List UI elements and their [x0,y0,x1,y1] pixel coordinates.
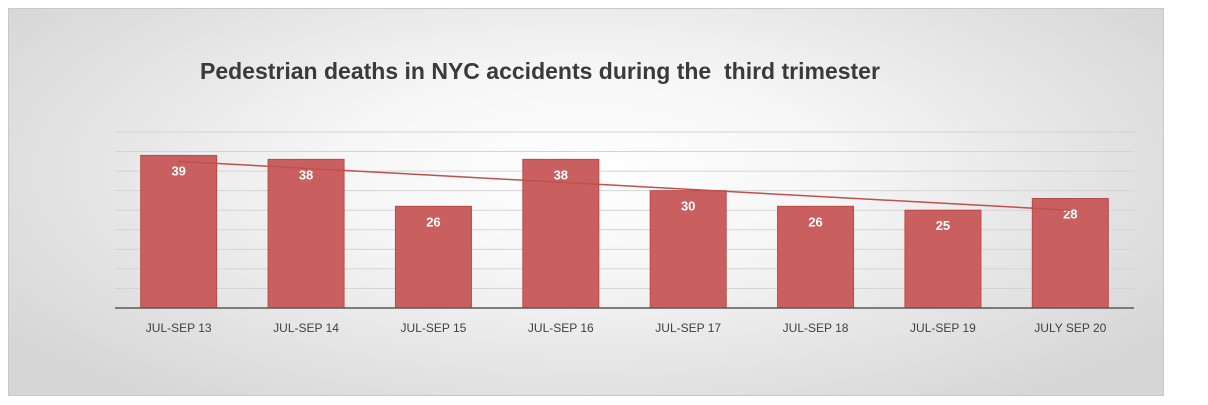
x-tick-label: JUL-SEP 15 [401,321,467,335]
data-label: 26 [426,214,440,229]
data-label: 28 [1063,206,1077,221]
bar [394,205,472,309]
x-tick-label: JUL-SEP 14 [273,321,339,335]
x-tick-label: JUL-SEP 13 [146,321,212,335]
bar [777,205,855,309]
trendline [178,160,1071,211]
x-tick-label: JUL-SEP 17 [655,321,721,335]
x-tick-label: JUL-SEP 16 [528,321,594,335]
data-label: 38 [299,167,313,182]
x-tick-label: JULY SEP 20 [1034,321,1106,335]
bar [140,154,218,309]
chart-title: Pedestrian deaths in NYC accidents durin… [200,58,880,84]
data-label: 38 [554,167,568,182]
data-label: 39 [171,163,185,178]
bar [904,209,982,309]
x-tick-label: JUL-SEP 18 [783,321,849,335]
bar [1031,197,1109,309]
data-label: 30 [681,199,695,214]
data-label: 25 [936,218,950,233]
bar [649,190,727,309]
x-tick-label: JUL-SEP 19 [910,321,976,335]
bar [267,158,345,309]
data-label: 26 [808,214,822,229]
